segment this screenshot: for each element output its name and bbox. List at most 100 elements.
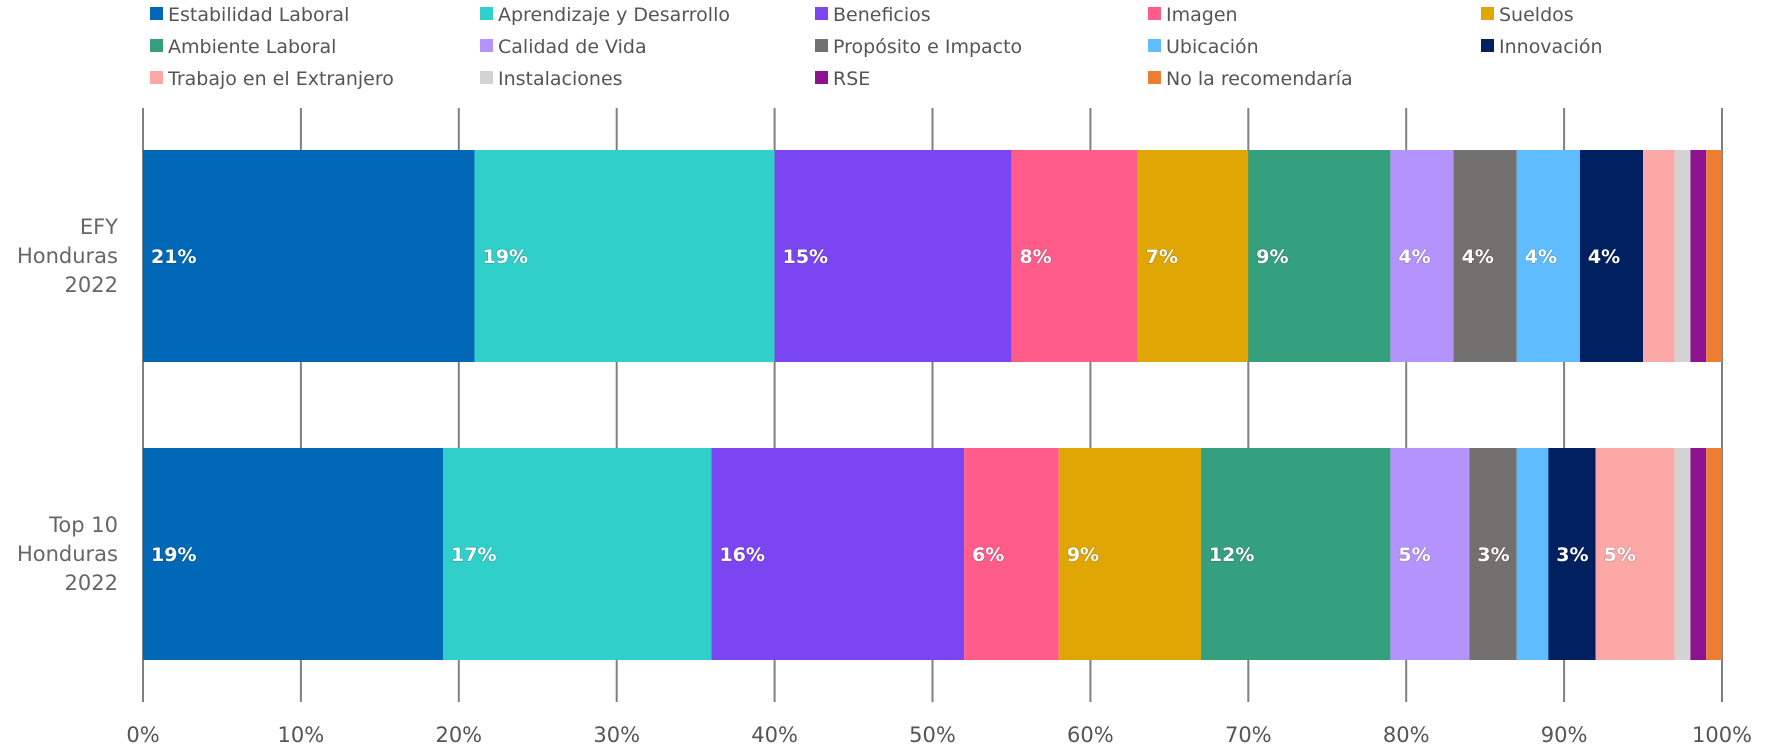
- legend-swatch: [1148, 71, 1161, 84]
- legend-label: Beneficios: [833, 4, 931, 26]
- bar-segment: [1058, 448, 1201, 660]
- x-tick-label: 90%: [1541, 723, 1588, 747]
- bar-segment: [1674, 448, 1691, 660]
- bar-segment: [1706, 448, 1722, 660]
- legend-swatch: [1481, 39, 1494, 52]
- bar-segment: [1011, 150, 1138, 362]
- bar-segment: [443, 448, 712, 660]
- x-tick-label: 10%: [278, 723, 325, 747]
- legend-label: Aprendizaje y Desarrollo: [498, 4, 730, 26]
- legend-swatch: [815, 7, 828, 20]
- bar-segment: [1516, 150, 1580, 362]
- data-label: 5%: [1604, 544, 1636, 566]
- data-label: 4%: [1588, 246, 1620, 268]
- legend-swatch: [1481, 7, 1494, 20]
- legend-label: Sueldos: [1499, 4, 1574, 26]
- data-label: 3%: [1477, 544, 1509, 566]
- legend-label: Instalaciones: [498, 68, 623, 90]
- bar-segment: [1453, 150, 1517, 362]
- data-label: 4%: [1525, 246, 1557, 268]
- bar-segment: [1643, 150, 1675, 362]
- bars: [143, 150, 1722, 660]
- data-label: 12%: [1209, 544, 1254, 566]
- legend-label: No la recomendaría: [1166, 68, 1353, 90]
- category-label-line: Honduras: [17, 542, 118, 566]
- legend-label: Propósito e Impacto: [833, 36, 1022, 58]
- category-label-line: 2022: [65, 571, 118, 595]
- legend-label: Ambiente Laboral: [168, 36, 336, 58]
- bar-segment: [1674, 150, 1691, 362]
- bar-segment: [1706, 150, 1722, 362]
- bar-segment: [1469, 448, 1517, 660]
- bar-segment: [143, 448, 444, 660]
- data-label: 16%: [719, 544, 764, 566]
- data-label: 19%: [151, 544, 196, 566]
- data-labels: 21% 19% 15% 8% 7% 9% 4% 4% 4% 4% 19% 17% 16% 6% 9% 12% 5…: [151, 246, 1637, 567]
- legend-swatch: [815, 71, 828, 84]
- axes: 0% 10% 20% 30% 40% 50% 60% 70% 80% 90% 100% EFY Hond…: [17, 215, 1752, 747]
- bar-segment: [1200, 448, 1391, 660]
- bar-segment: [1248, 150, 1391, 362]
- x-tick-label: 70%: [1225, 723, 1272, 747]
- x-tick-label: 20%: [435, 723, 482, 747]
- x-tick-label: 0%: [126, 723, 159, 747]
- bar-segment: [1548, 448, 1596, 660]
- data-label: 9%: [1067, 544, 1099, 566]
- legend-swatch: [815, 39, 828, 52]
- bar-segment: [474, 150, 775, 362]
- data-label: 4%: [1462, 246, 1494, 268]
- bar-segment: [964, 448, 1059, 660]
- data-label: 7%: [1146, 246, 1178, 268]
- bar-segment: [1579, 150, 1644, 362]
- data-label: 17%: [451, 544, 496, 566]
- legend-swatch: [150, 71, 163, 84]
- legend-label: Trabajo en el Extranjero: [167, 68, 394, 90]
- legend-swatch: [1148, 7, 1161, 20]
- bar-segment: [1595, 448, 1675, 660]
- bar-segment: [1690, 448, 1707, 660]
- legend-label: Estabilidad Laboral: [168, 4, 349, 26]
- x-tick-label: 80%: [1383, 723, 1430, 747]
- data-label: 6%: [972, 544, 1004, 566]
- data-label: 19%: [483, 246, 528, 268]
- bar-segment: [1516, 448, 1549, 660]
- legend-swatch: [150, 7, 163, 20]
- legend-label: Calidad de Vida: [498, 36, 647, 58]
- bar-segment: [711, 448, 965, 660]
- legend-label: Innovación: [1499, 36, 1603, 58]
- legend-label: Imagen: [1166, 4, 1238, 26]
- category-label-line: Top 10: [48, 513, 118, 537]
- data-label: 21%: [151, 246, 196, 268]
- legend-swatch: [480, 7, 493, 20]
- legend-swatch: [480, 71, 493, 84]
- legend-swatch: [1148, 39, 1161, 52]
- legend: Estabilidad Laboral Aprendizaje y Desarro…: [150, 4, 1603, 90]
- data-label: 8%: [1019, 246, 1051, 268]
- bar-segment: [1390, 150, 1454, 362]
- category-label-line: Honduras: [17, 244, 118, 268]
- bar-segment: [1690, 150, 1707, 362]
- x-tick-label: 60%: [1067, 723, 1114, 747]
- data-label: 15%: [783, 246, 828, 268]
- bar-segment: [774, 150, 1012, 362]
- bar-segment: [1137, 150, 1249, 362]
- data-label: 3%: [1556, 544, 1588, 566]
- category-label: Top 10 Honduras 2022: [17, 513, 118, 595]
- x-tick-label: 30%: [593, 723, 640, 747]
- bar-segment: [1390, 448, 1470, 660]
- bar-segment: [143, 150, 475, 362]
- category-label: EFY Honduras 2022: [17, 215, 118, 297]
- legend-swatch: [480, 39, 493, 52]
- legend-label: Ubicación: [1166, 36, 1259, 58]
- category-label-line: 2022: [65, 273, 118, 297]
- category-label-line: EFY: [80, 215, 118, 239]
- x-tick-label: 40%: [751, 723, 798, 747]
- data-label: 5%: [1398, 544, 1430, 566]
- x-tick-label: 50%: [909, 723, 956, 747]
- legend-swatch: [150, 39, 163, 52]
- data-label: 9%: [1256, 246, 1288, 268]
- x-tick-label: 100%: [1692, 723, 1752, 747]
- legend-label: RSE: [833, 68, 870, 90]
- data-label: 4%: [1398, 246, 1430, 268]
